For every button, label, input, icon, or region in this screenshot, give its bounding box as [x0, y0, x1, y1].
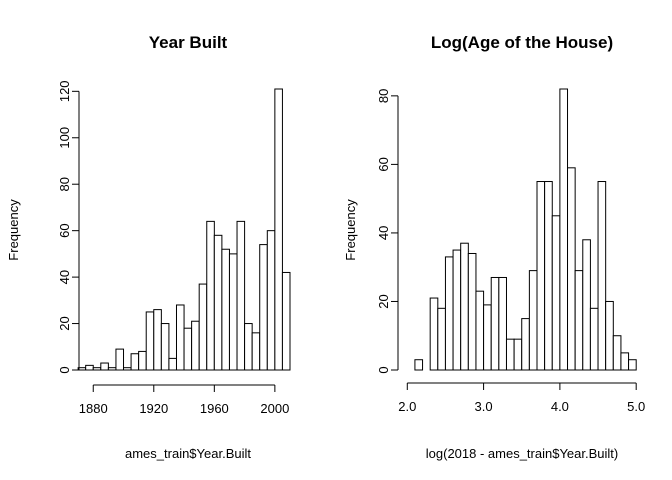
bar-20 — [567, 167, 576, 371]
y-tick-label: 120 — [57, 80, 72, 102]
bar-23 — [589, 307, 599, 371]
bar-6 — [460, 242, 469, 371]
bar-28 — [628, 359, 637, 371]
x-tick-label: 5.0 — [627, 399, 645, 414]
bar-24 — [597, 181, 607, 371]
x-axis-label: ames_train$Year.Built — [125, 446, 251, 461]
x-tick-label: 1960 — [200, 401, 229, 416]
bar-24 — [259, 244, 268, 371]
x-tick-label: 1920 — [139, 401, 168, 416]
bar-8 — [475, 290, 485, 371]
year-built-histogram: Year Built ames_train$Year.Built Frequen… — [6, 33, 291, 461]
bar-27 — [620, 352, 630, 371]
bar-1 — [85, 364, 94, 371]
bar-10 — [490, 276, 500, 371]
bar-5 — [115, 348, 125, 371]
bar-3 — [100, 362, 109, 371]
bar-5 — [452, 249, 462, 371]
y-axis: 0 20 40 60 80 — [376, 89, 399, 374]
bar-9 — [483, 304, 492, 371]
bar-4 — [444, 256, 454, 371]
bar-19 — [559, 88, 569, 371]
bar-21 — [574, 270, 584, 371]
y-axis: 0 20 40 60 80 100 120 — [57, 80, 80, 374]
y-tick-label: 100 — [57, 127, 72, 149]
bar-25 — [605, 300, 614, 371]
bar-11 — [160, 323, 170, 371]
bar-15 — [191, 320, 200, 371]
bars — [414, 88, 637, 371]
bar-22 — [244, 323, 253, 371]
bar-18 — [213, 234, 223, 371]
bar-10 — [153, 309, 162, 371]
bar-27 — [281, 271, 291, 371]
bar-2 — [429, 297, 439, 371]
bar-7 — [130, 353, 140, 371]
bar-8 — [138, 350, 147, 371]
chart-title: Year Built — [149, 33, 228, 52]
bar-21 — [236, 220, 246, 371]
y-tick-label: 60 — [376, 157, 391, 171]
y-tick-label: 80 — [57, 177, 72, 191]
bar-6 — [123, 367, 132, 371]
x-axis-label: log(2018 - ames_train$Year.Built) — [426, 446, 618, 461]
y-tick-label: 40 — [57, 270, 72, 284]
bar-22 — [582, 239, 591, 371]
bar-14 — [521, 318, 530, 371]
y-tick-label: 0 — [57, 366, 72, 373]
bar-11 — [498, 276, 507, 371]
bar-2 — [92, 367, 102, 371]
bar-0 — [414, 359, 424, 371]
y-tick-label: 0 — [376, 366, 391, 373]
x-axis: 2.0 3.0 4.0 5.0 — [398, 382, 645, 414]
bar-13 — [513, 338, 523, 371]
bar-12 — [168, 357, 177, 371]
x-tick-label: 1880 — [79, 401, 108, 416]
bar-15 — [528, 270, 538, 371]
bar-17 — [544, 181, 553, 371]
y-axis-label: Frequency — [6, 199, 21, 261]
y-tick-label: 20 — [376, 294, 391, 308]
bar-7 — [467, 252, 477, 371]
bar-3 — [437, 307, 446, 371]
x-tick-label: 4.0 — [551, 399, 569, 414]
bar-17 — [206, 220, 215, 371]
bar-9 — [145, 311, 155, 371]
bar-26 — [274, 88, 283, 371]
y-tick-label: 40 — [376, 226, 391, 240]
bar-16 — [198, 283, 208, 371]
y-tick-label: 60 — [57, 223, 72, 237]
y-tick-label: 20 — [57, 316, 72, 330]
bar-20 — [228, 253, 238, 371]
bar-19 — [221, 248, 230, 371]
bar-13 — [175, 304, 185, 371]
bar-25 — [266, 230, 276, 371]
bar-18 — [551, 215, 561, 371]
x-tick-label: 3.0 — [475, 399, 493, 414]
x-tick-label: 2000 — [260, 401, 289, 416]
x-axis: 1880 1920 1960 2000 — [79, 384, 289, 416]
bars — [77, 88, 291, 371]
bar-12 — [505, 338, 515, 371]
x-tick-label: 2.0 — [398, 399, 416, 414]
bar-4 — [107, 367, 117, 371]
bar-14 — [183, 327, 193, 371]
bar-23 — [251, 332, 261, 371]
y-tick-label: 80 — [376, 89, 391, 103]
bar-26 — [612, 335, 622, 371]
bar-16 — [536, 181, 546, 371]
chart-title: Log(Age of the House) — [431, 33, 613, 52]
log-age-histogram: Log(Age of the House) log(2018 - ames_tr… — [343, 33, 645, 461]
y-axis-label: Frequency — [343, 199, 358, 261]
